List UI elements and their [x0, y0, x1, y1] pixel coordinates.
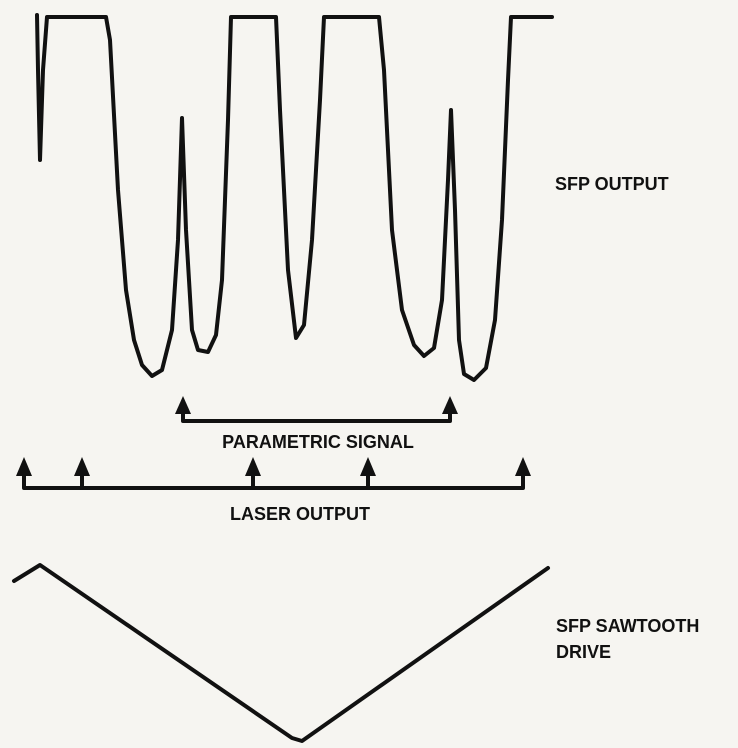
sfp-output-trace — [35, 13, 554, 382]
laser-output-label: LASER OUTPUT — [230, 504, 370, 524]
laser-bracket — [16, 457, 531, 490]
sfp-output-label: SFP OUTPUT — [555, 174, 669, 194]
sawtooth-label-line2: DRIVE — [556, 642, 611, 662]
sawtooth-label-line1: SFP SAWTOOTH — [556, 616, 699, 636]
parametric-signal-label: PARAMETRIC SIGNAL — [222, 432, 414, 452]
sawtooth-trace — [12, 563, 550, 743]
parametric-bracket — [175, 396, 458, 423]
